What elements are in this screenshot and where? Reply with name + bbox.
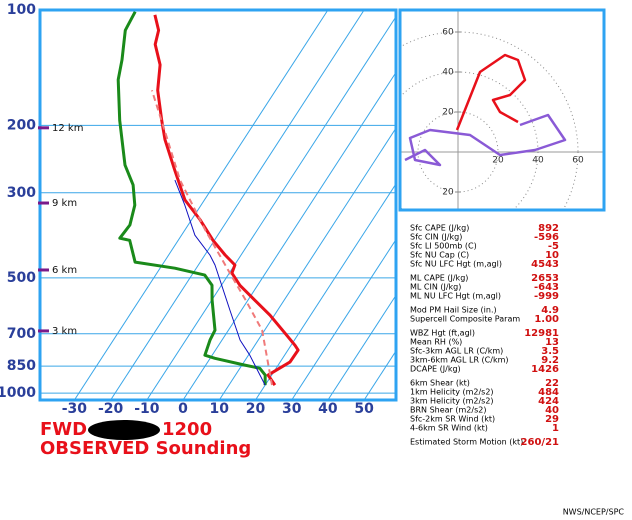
x-tick-label: -10 bbox=[134, 401, 160, 417]
y-tick-label: 850 bbox=[7, 358, 36, 374]
parameter-value: 22 bbox=[545, 378, 559, 389]
isotherm bbox=[291, 238, 396, 400]
parameter-label: Supercell Composite Param bbox=[410, 315, 520, 324]
height-label: 12 km bbox=[52, 123, 83, 134]
x-tick-label: 40 bbox=[318, 401, 338, 417]
parameter-value: -643 bbox=[534, 282, 559, 293]
parameter-value: 484 bbox=[538, 387, 559, 398]
parameter-label: Sfc-2km SR Wind (kt) bbox=[410, 415, 495, 424]
x-tick-label: 10 bbox=[210, 401, 230, 417]
parameter-value: 892 bbox=[538, 223, 559, 234]
height-label: 9 km bbox=[52, 198, 77, 209]
redaction bbox=[88, 420, 160, 440]
parameter-value: 260/21 bbox=[521, 437, 559, 448]
y-tick-label: 500 bbox=[7, 270, 36, 286]
parameter-label: WBZ Hgt (ft,agl) bbox=[410, 329, 475, 338]
isotherm bbox=[182, 71, 396, 400]
isotherm bbox=[73, 10, 329, 400]
parameter-label: 1km Helicity (m2/s2) bbox=[410, 388, 494, 397]
parameter-value: 4543 bbox=[531, 259, 559, 270]
y-tick-label: 20 bbox=[442, 188, 454, 198]
credit: NWS/NCEP/SPC bbox=[563, 508, 625, 517]
parameter-label: ML CAPE (J/kg) bbox=[410, 274, 468, 283]
parameter-value: 29 bbox=[545, 414, 559, 425]
isotherm bbox=[218, 127, 396, 400]
y-tick-label: 700 bbox=[7, 326, 36, 342]
height-label: 6 km bbox=[52, 265, 77, 276]
parameter-value: 1 bbox=[552, 423, 559, 434]
y-tick-label: 200 bbox=[7, 117, 36, 133]
y-tick-label: 40 bbox=[442, 68, 454, 78]
subtitle: OBSERVED Sounding bbox=[40, 438, 251, 459]
hodograph-trace bbox=[404, 113, 567, 167]
x-tick-label: 40 bbox=[532, 156, 544, 166]
x-tick-label: 20 bbox=[492, 156, 504, 166]
parameter-value: 9.2 bbox=[541, 355, 559, 366]
profile-line bbox=[116, 10, 267, 386]
parameter-label: Sfc-3km AGL LR (C/km) bbox=[410, 347, 503, 356]
isotherm bbox=[363, 350, 396, 400]
profile-line bbox=[153, 14, 300, 386]
hodograph-trace bbox=[455, 53, 527, 131]
parameter-label: Sfc LI 500mb (C) bbox=[410, 242, 477, 251]
parameter-value: -596 bbox=[534, 232, 559, 243]
parameter-value: -999 bbox=[534, 291, 559, 302]
parameter-label: Sfc NU LFC Hgt (m,agl) bbox=[410, 260, 502, 269]
parameter-value: 12981 bbox=[524, 328, 559, 339]
parameter-label: Estimated Storm Motion (kt) bbox=[410, 438, 523, 447]
x-tick-label: 30 bbox=[282, 401, 302, 417]
height-label: 3 km bbox=[52, 326, 77, 337]
isotherm bbox=[327, 294, 396, 400]
parameter-value: -5 bbox=[548, 241, 559, 252]
parameter-label: 6km Shear (kt) bbox=[410, 379, 470, 388]
profile-line bbox=[174, 179, 266, 386]
y-tick-label: 100 bbox=[7, 2, 36, 18]
x-tick-label: 0 bbox=[178, 401, 188, 417]
parameter-value: 2653 bbox=[531, 273, 559, 284]
parameter-value: 10 bbox=[545, 250, 559, 261]
isotherm bbox=[110, 10, 365, 400]
hodo-ring bbox=[400, 31, 579, 210]
parameter-label: ML NU LFC Hgt (m,agl) bbox=[410, 292, 501, 301]
hodograph-border bbox=[398, 8, 606, 212]
parameter-value: 1426 bbox=[531, 364, 559, 375]
time-title: 1200 bbox=[162, 419, 212, 440]
isotherm bbox=[255, 182, 396, 400]
parameter-label: 3km-6km AGL LR (C/km) bbox=[410, 356, 509, 365]
parameter-label: Mod PM Hail Size (in.) bbox=[410, 306, 497, 315]
x-tick-label: 60 bbox=[572, 156, 584, 166]
parameter-value: 13 bbox=[545, 337, 559, 348]
parameter-label: Mean RH (%) bbox=[410, 338, 462, 347]
parameter-value: 1.00 bbox=[534, 314, 559, 325]
y-tick-label: 60 bbox=[442, 28, 454, 38]
parameter-label: Sfc CIN (J/kg) bbox=[410, 233, 462, 242]
station-title: FWD - bbox=[40, 419, 101, 440]
parameter-value: 3.5 bbox=[541, 346, 559, 357]
x-tick-label: 50 bbox=[354, 401, 374, 417]
y-tick-label: 1000 bbox=[0, 385, 36, 401]
parameter-label: Sfc CAPE (J/kg) bbox=[410, 224, 469, 233]
x-tick-label: -20 bbox=[98, 401, 124, 417]
parameter-label: DCAPE (J/kg) bbox=[410, 365, 461, 374]
parameter-value: 40 bbox=[545, 405, 559, 416]
parameter-label: BRN Shear (m2/s2) bbox=[410, 406, 486, 415]
parameter-value: 424 bbox=[538, 396, 559, 407]
plot-border bbox=[38, 8, 398, 402]
isotherm bbox=[146, 15, 396, 400]
parameter-label: Sfc NU Cap (C) bbox=[410, 251, 469, 260]
profile-line bbox=[150, 89, 273, 386]
parameter-label: ML CIN (J/kg) bbox=[410, 283, 461, 292]
parameter-label: 3km Helicity (m2/s2) bbox=[410, 397, 494, 406]
x-tick-label: 20 bbox=[246, 401, 266, 417]
y-tick-label: 300 bbox=[7, 185, 36, 201]
parameter-label: 4-6km SR Wind (kt) bbox=[410, 424, 488, 433]
y-tick-label: 20 bbox=[442, 108, 454, 118]
parameter-value: 4.9 bbox=[541, 305, 559, 316]
x-tick-label: -30 bbox=[62, 401, 88, 417]
